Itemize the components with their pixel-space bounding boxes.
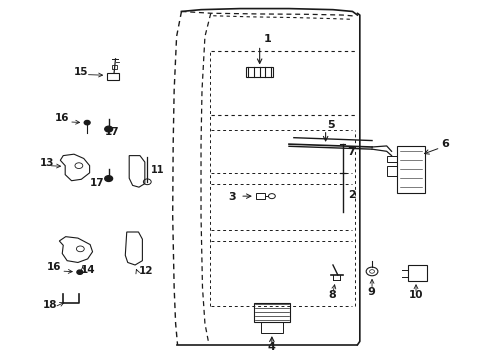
Text: 10: 10 — [409, 291, 423, 300]
Text: 16: 16 — [54, 113, 69, 123]
Text: 18: 18 — [43, 300, 57, 310]
Text: 11: 11 — [151, 165, 165, 175]
Text: 7: 7 — [347, 147, 355, 157]
Text: 13: 13 — [40, 158, 54, 168]
Circle shape — [105, 126, 113, 132]
Text: 6: 6 — [441, 139, 449, 149]
Text: 12: 12 — [139, 266, 153, 276]
Text: 1: 1 — [264, 35, 271, 44]
Text: 4: 4 — [268, 342, 276, 352]
Text: 17: 17 — [105, 127, 120, 137]
Circle shape — [105, 176, 113, 181]
Text: 9: 9 — [367, 287, 375, 297]
Text: 3: 3 — [228, 192, 236, 202]
Text: 17: 17 — [90, 179, 105, 188]
Text: 8: 8 — [328, 291, 336, 300]
Text: 5: 5 — [327, 120, 335, 130]
Circle shape — [77, 270, 83, 274]
Text: 15: 15 — [74, 67, 89, 77]
Text: 16: 16 — [47, 262, 61, 273]
Text: 2: 2 — [348, 190, 356, 200]
Text: 14: 14 — [80, 265, 95, 275]
Circle shape — [84, 121, 90, 125]
